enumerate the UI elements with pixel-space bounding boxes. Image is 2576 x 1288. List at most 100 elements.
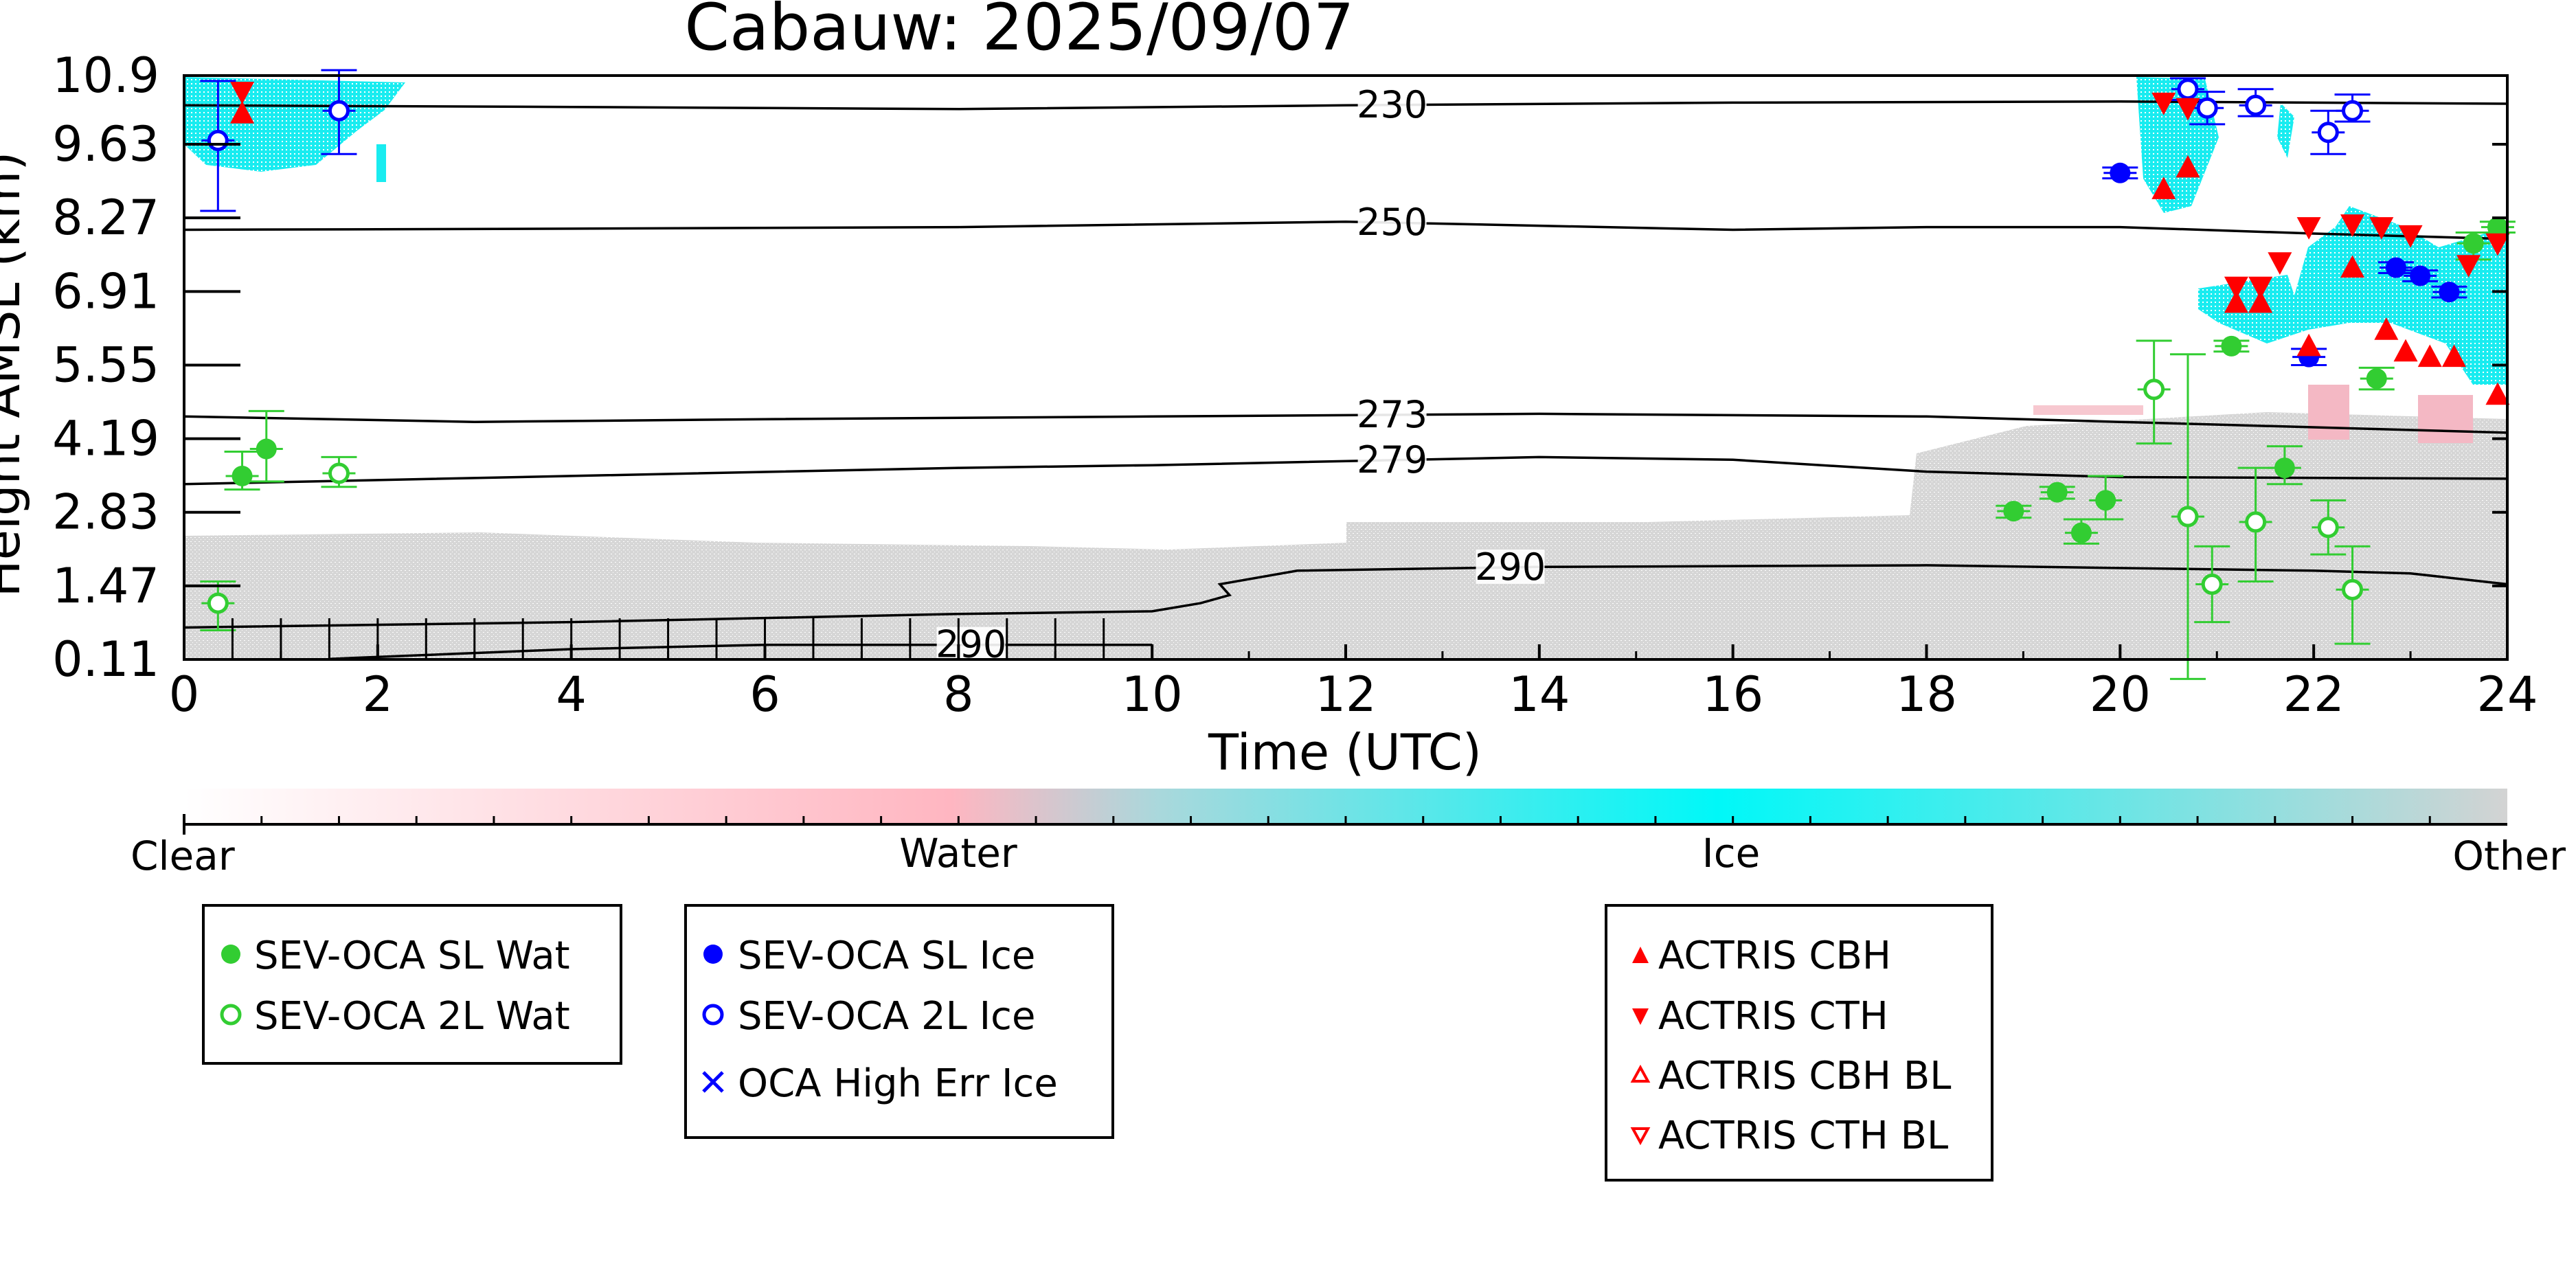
marker-actris-cbh [2441, 344, 2467, 368]
legend-marker-2l-wat [220, 1004, 242, 1026]
marker-sev-oca-sl-ice [2410, 265, 2431, 286]
legend-marker-sl-wat [221, 945, 240, 964]
contour-label-bg [1357, 205, 1427, 240]
legend-marker-sl-ice [703, 945, 723, 964]
marker-sev-oca-2l-ice [207, 130, 229, 152]
contour-label-bg [1476, 549, 1545, 584]
x-tick-label: 10 [1122, 666, 1183, 723]
marker-sev-oca-2l-wat [2143, 379, 2165, 400]
marker-actris-cbh [2248, 290, 2273, 313]
contour-label-bg [1357, 442, 1427, 477]
y-tick-label: 4.19 [52, 411, 159, 467]
marker-sev-oca-2l-wat [328, 462, 350, 484]
marker-actris-cth [2398, 225, 2423, 248]
marker-sev-oca-sl-ice [2439, 282, 2460, 303]
marker-sev-oca-2l-wat [2201, 574, 2223, 596]
marker-sev-oca-sl-wat [256, 438, 277, 460]
legend-label: SEV-OCA 2L Wat [254, 994, 570, 1039]
marker-sev-oca-sl-wat [2487, 216, 2508, 238]
marker-sev-oca-sl-ice [2385, 257, 2406, 278]
x-tick-label: 14 [1509, 666, 1570, 723]
contour-label: 279 [1357, 438, 1427, 482]
legend-marker-cth [1632, 1008, 1649, 1025]
colorbar: Clear Water Ice Other [131, 789, 2566, 879]
marker-actris-cbh [2224, 290, 2248, 313]
marker-sev-oca-sl-wat [2274, 457, 2295, 479]
marker-actris-cbh [2393, 339, 2418, 362]
y-tick-label: 0.11 [52, 631, 159, 688]
y-tick-label: 10.9 [52, 47, 159, 104]
contour-line [183, 412, 2508, 434]
marker-actris-cth [2340, 214, 2365, 237]
contour-line [183, 100, 2508, 111]
contour-label-bg [936, 626, 1006, 662]
marker-sev-oca-sl-wat [2366, 368, 2387, 389]
marker-actris-cth [230, 82, 255, 104]
marker-sev-oca-2l-ice [2196, 97, 2218, 119]
legend-label: SEV-OCA SL Wat [254, 934, 570, 978]
marker-sev-oca-2l-ice [328, 100, 350, 122]
marker-actris-cbh [2374, 317, 2399, 340]
x-tick-label: 2 [363, 666, 394, 723]
marker-actris-cbh [230, 100, 255, 124]
marker-actris-cth [2485, 233, 2510, 256]
marker-sev-oca-2l-wat [2177, 506, 2199, 528]
legend-label: ACTRIS CTH BL [1658, 1114, 1948, 1158]
legend-ice: SEV-OCA SL Ice SEV-OCA 2L Ice OCA High E… [684, 904, 1114, 1139]
marker-actris-cth [2248, 276, 2273, 300]
marker-actris-cth [2268, 252, 2292, 275]
marker-actris-cth [2151, 92, 2176, 115]
marker-sev-oca-2l-ice [2245, 94, 2267, 116]
legend-marker-high-err-ice [702, 1071, 724, 1093]
marker-sev-oca-sl-wat [2463, 233, 2484, 254]
marker-actris-cbh [2417, 344, 2442, 368]
marker-sev-oca-2l-wat [2317, 517, 2339, 539]
contour-label: 250 [1357, 201, 1427, 244]
x-tick-label: 20 [2090, 666, 2151, 723]
marker-sev-oca-2l-wat [2342, 578, 2364, 600]
contour-label-bg [1357, 87, 1427, 122]
contour-line [183, 455, 2508, 486]
y-tick-label: 2.83 [52, 484, 159, 541]
y-tick-label: 6.91 [52, 263, 159, 319]
x-tick-label: 0 [169, 666, 200, 723]
marker-sev-oca-sl-wat [2046, 482, 2068, 503]
x-tick-label: 12 [1315, 666, 1376, 723]
marker-sev-oca-sl-wat [2070, 522, 2092, 543]
marker-sev-oca-sl-wat [2221, 335, 2242, 357]
contour-label: 290 [1475, 545, 1546, 589]
x-axis: 0 2 4 6 8 10 12 14 16 18 20 22 24 [169, 618, 2538, 723]
legend-label: SEV-OCA 2L Ice [738, 994, 1035, 1039]
x-tick-label: 18 [1896, 666, 1957, 723]
y-axis-label: Height AMSL (km) [0, 152, 31, 598]
x-axis-label: Time (UTC) [1208, 723, 1482, 781]
legend-label: ACTRIS CBH BL [1658, 1054, 1951, 1098]
contour-line [183, 564, 2508, 629]
marker-sev-oca-sl-wat [2095, 490, 2116, 511]
x-tick-label: 6 [749, 666, 780, 723]
y-tick-label: 5.55 [52, 337, 159, 393]
marker-actris-cth [2176, 98, 2200, 121]
x-tick-label: 4 [556, 666, 587, 723]
legend-label: ACTRIS CTH [1658, 994, 1888, 1039]
legend-marker-cbh [1632, 947, 1649, 963]
x-tick-label: 16 [1702, 666, 1763, 723]
marker-actris-cth [2296, 217, 2321, 240]
y-tick-label: 9.63 [52, 116, 159, 172]
colorbar-label-clear: Clear [131, 833, 235, 879]
marker-actris-cth [2456, 255, 2481, 278]
contour-line [183, 220, 2508, 240]
x-tick-label: 22 [2283, 666, 2345, 723]
x-tick-label: 8 [943, 666, 974, 723]
legend-marker-2l-ice [702, 1004, 724, 1026]
data-markers [207, 78, 2510, 614]
marker-actris-cbh [2296, 333, 2321, 357]
marker-actris-cbh [2176, 155, 2200, 178]
contour-label-bg [1357, 396, 1427, 431]
legend-label: SEV-OCA SL Ice [738, 934, 1035, 978]
y-axis: 0.11 1.47 2.83 4.19 5.55 6.91 8.27 9.63 10.9 [52, 47, 2507, 688]
classification-field [184, 76, 2507, 659]
colorbar-label-other: Other [2452, 833, 2566, 879]
marker-actris-cbh [2151, 177, 2176, 199]
